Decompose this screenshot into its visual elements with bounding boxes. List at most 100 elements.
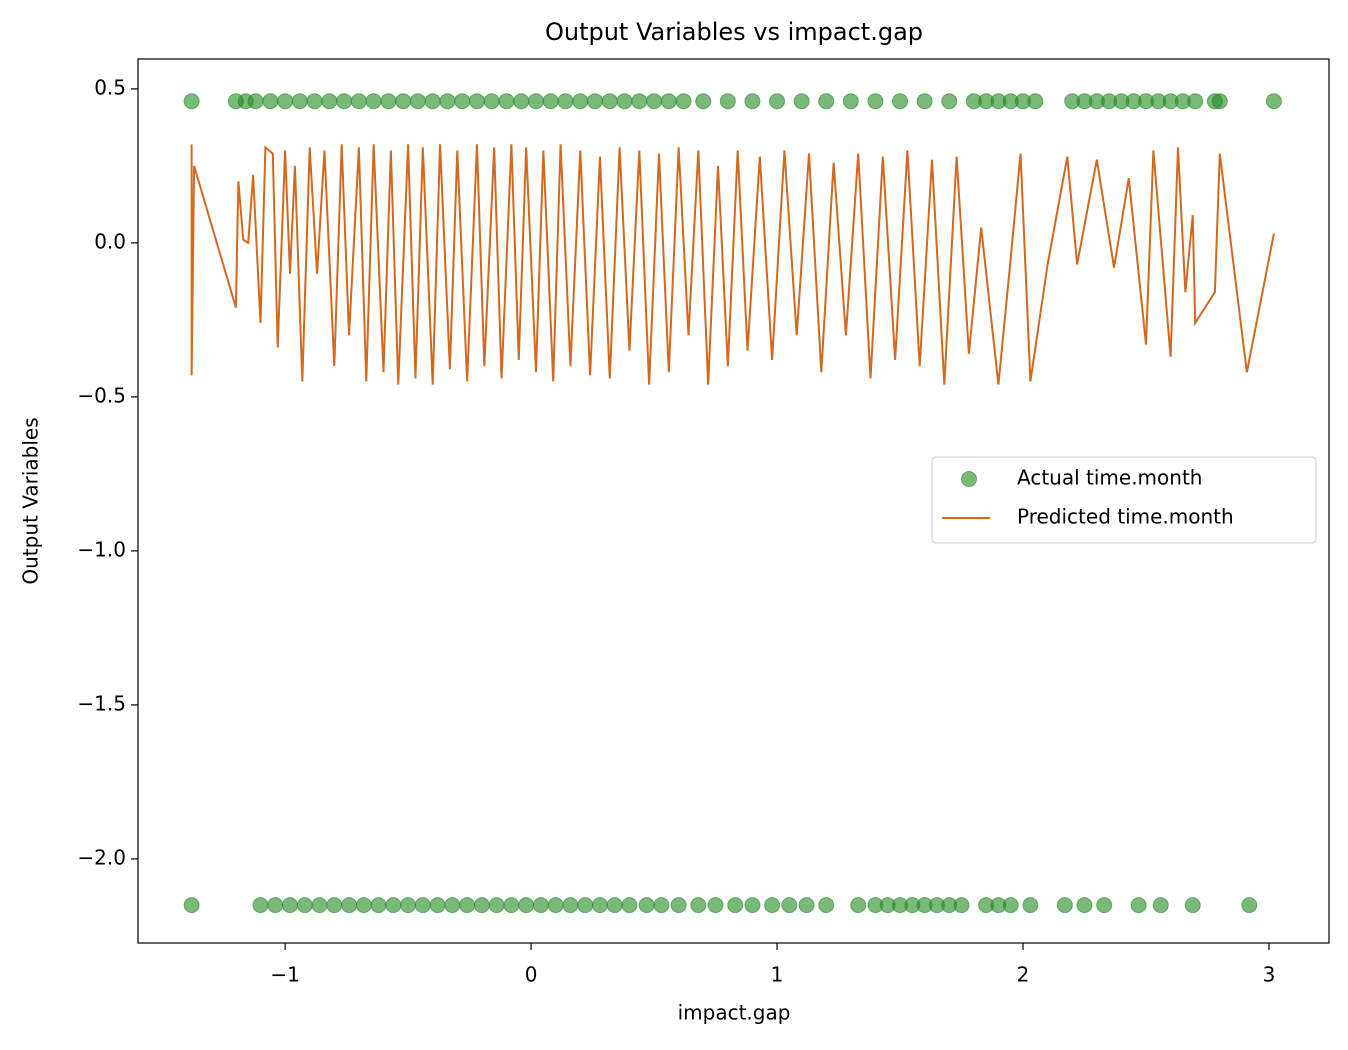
scatter-point	[385, 897, 402, 914]
y-tick-label: 0.0	[94, 229, 126, 253]
scatter-point	[267, 897, 284, 914]
scatter-point	[183, 93, 200, 110]
scatter-point	[646, 93, 663, 110]
scatter-point	[867, 93, 884, 110]
scatter-point	[498, 93, 515, 110]
scatter-point	[326, 897, 343, 914]
scatter-point	[707, 897, 724, 914]
x-tick-label: 1	[771, 963, 784, 987]
scatter-point	[350, 93, 367, 110]
scatter-point	[336, 93, 353, 110]
chart-title: Output Variables vs impact.gap	[545, 18, 923, 46]
scatter-point	[542, 93, 559, 110]
y-tick-label: −1.0	[77, 537, 126, 561]
scatter-point	[183, 897, 200, 914]
y-tick-label: −1.5	[77, 691, 126, 715]
scatter-point	[1056, 897, 1073, 914]
legend-marker	[961, 471, 977, 487]
scatter-point	[1152, 897, 1169, 914]
scatter-point	[532, 897, 549, 914]
scatter-point	[483, 93, 500, 110]
scatter-point	[1027, 93, 1044, 110]
scatter-point	[850, 897, 867, 914]
scatter-point	[818, 93, 835, 110]
scatter-point	[606, 897, 623, 914]
scatter-point	[744, 93, 761, 110]
scatter-point	[591, 897, 608, 914]
scatter-point	[409, 93, 426, 110]
scatter-point	[311, 897, 328, 914]
scatter-point	[400, 897, 417, 914]
scatter-point	[719, 93, 736, 110]
scatter-point	[527, 93, 544, 110]
prediction-line	[190, 144, 1275, 385]
scatter-point	[1184, 897, 1201, 914]
scatter-point	[842, 93, 859, 110]
legend-label: Actual time.month	[1017, 466, 1202, 490]
x-tick-label: 3	[1263, 963, 1276, 987]
scatter-point	[557, 93, 574, 110]
scatter-point	[670, 897, 687, 914]
scatter-point	[395, 93, 412, 110]
scatter-point	[355, 897, 372, 914]
scatter-point	[459, 897, 476, 914]
y-axis-label: Output Variables	[19, 417, 43, 584]
scatter-point	[513, 93, 530, 110]
y-tick-label: −0.5	[77, 383, 126, 407]
x-axis-label: impact.gap	[678, 1001, 791, 1025]
scatter-point	[1076, 897, 1093, 914]
scatter-point	[439, 93, 456, 110]
scatter-point	[365, 93, 382, 110]
scatter-point	[321, 93, 338, 110]
scatter-point	[1130, 897, 1147, 914]
scatter-point	[454, 93, 471, 110]
scatter-point	[916, 93, 933, 110]
scatter-point	[695, 93, 712, 110]
scatter-point	[247, 93, 264, 110]
scatter-point	[414, 897, 431, 914]
scatter-point	[1187, 93, 1204, 110]
y-tick-label: 0.5	[94, 75, 126, 99]
scatter-point	[429, 897, 446, 914]
x-tick-label: 2	[1017, 963, 1030, 987]
plot-area	[183, 93, 1282, 914]
y-tick-label: −2.0	[77, 845, 126, 869]
scatter-point	[444, 897, 461, 914]
scatter-point	[653, 897, 670, 914]
scatter-point	[631, 93, 648, 110]
scatter-point	[473, 897, 490, 914]
scatter-point	[744, 897, 761, 914]
scatter-point	[793, 93, 810, 110]
scatter-point	[547, 897, 564, 914]
legend-box	[931, 456, 1317, 544]
legend-label: Predicted time.month	[1017, 505, 1234, 529]
x-tick-label: 0	[525, 963, 538, 987]
scatter-point	[769, 93, 786, 110]
scatter-point	[1002, 897, 1019, 914]
scatter-point	[941, 93, 958, 110]
scatter-point	[1265, 93, 1282, 110]
scatter-point	[282, 897, 299, 914]
scatter-point	[781, 897, 798, 914]
scatter-point	[675, 93, 692, 110]
scatter-point	[468, 93, 485, 110]
scatter-point	[262, 93, 279, 110]
scatter-point	[424, 93, 441, 110]
x-tick-label: −1	[270, 963, 299, 987]
scatter-point	[1211, 93, 1228, 110]
scatter-point	[277, 93, 294, 110]
scatter-point	[518, 897, 535, 914]
scatter-point	[587, 93, 604, 110]
scatter-point	[252, 897, 269, 914]
scatter-point	[764, 897, 781, 914]
plot-frame	[137, 58, 1330, 944]
scatter-point	[1241, 897, 1258, 914]
scatter-point	[503, 897, 520, 914]
scatter-point	[621, 897, 638, 914]
scatter-point	[638, 897, 655, 914]
scatter-point	[798, 897, 815, 914]
scatter-point	[291, 93, 308, 110]
scatter-point	[892, 93, 909, 110]
scatter-point	[1096, 897, 1113, 914]
